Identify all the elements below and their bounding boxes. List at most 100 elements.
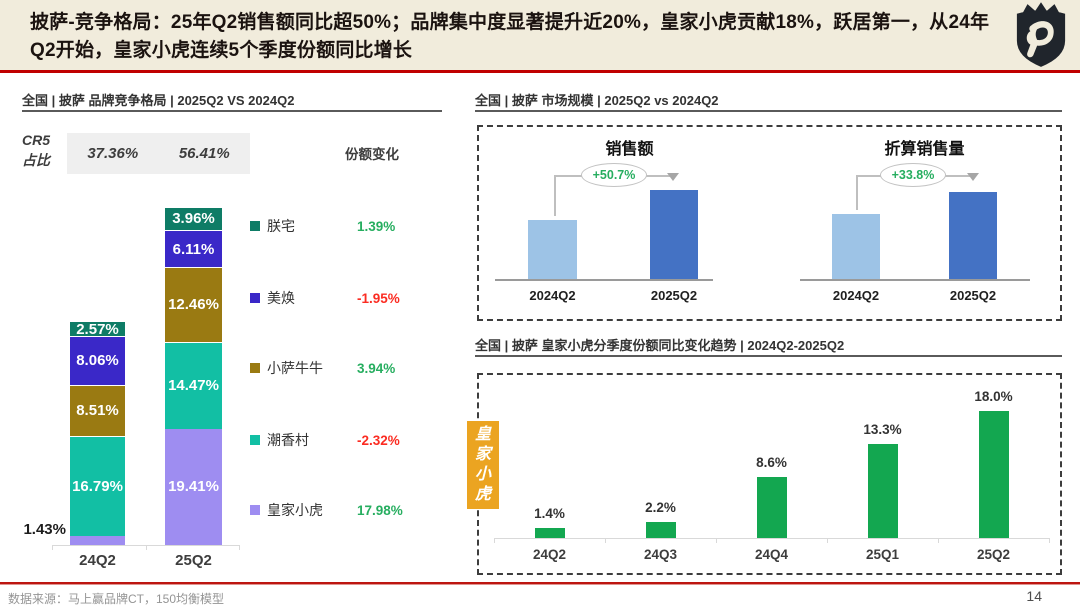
cr5-value-24q2: 37.36%: [87, 145, 139, 162]
side-label-char: 小: [474, 466, 491, 483]
market-size-header: 全国 | 披萨 市场规模 | 2025Q2 vs 2024Q2: [475, 93, 719, 108]
brand-competition-header: 全国 | 披萨 品牌竞争格局 | 2025Q2 VS 2024Q2: [22, 93, 295, 108]
stacked-segment: 14.47%: [165, 341, 222, 429]
mini-bar: [949, 192, 997, 279]
growth-badge: +33.8%: [880, 163, 946, 187]
growth-arrow-icon: [967, 173, 979, 181]
segment-value-label: 14.47%: [168, 377, 219, 395]
crown-shield-icon: [1016, 2, 1066, 67]
trend-bar: [534, 528, 565, 538]
legend-swatch: [250, 505, 260, 515]
growth-arrow-icon: [667, 173, 679, 181]
segment-value-label: 16.79%: [72, 478, 123, 496]
trend-axis-tick: [716, 538, 717, 543]
page-title: 披萨-竞争格局：25年Q2销售额同比超50%；品牌集中度显著提升近20%，皇家小…: [30, 12, 990, 61]
legend-swatch: [250, 363, 260, 373]
mini-chart-title: 折算销售量: [884, 141, 965, 158]
brand-logo: [1014, 2, 1068, 68]
growth-connector-vertical: [554, 175, 556, 216]
legend-item: 小萨牛牛 3.94%: [250, 358, 440, 378]
stacked-axis-label: 25Q2: [175, 552, 212, 569]
legend-swatch: [250, 221, 260, 231]
cr5-label: CR5 占比: [22, 131, 50, 170]
trend-axis-label: 24Q3: [643, 547, 678, 562]
trend-axis-label: 25Q2: [976, 547, 1011, 562]
trend-value-label: 8.6%: [756, 455, 787, 471]
mini-axis-label: 2024Q2: [529, 288, 576, 303]
stacked-axis-tick: [52, 545, 53, 550]
legend-item: 皇家小虎 17.98%: [250, 500, 440, 520]
legend-brand-name: 潮香村: [267, 432, 309, 448]
legend-item: 朕宅 1.39%: [250, 216, 440, 236]
cr5-values-box: 37.36% 56.41%: [67, 133, 250, 174]
trend-header: 全国 | 披萨 皇家小虎分季度份额同比变化趋势 | 2024Q2-2025Q2: [475, 338, 845, 353]
share-change-header: 份额变化: [345, 147, 399, 162]
royal-tiger-side-label: 皇家小虎: [467, 421, 499, 509]
mini-axis-label: 2025Q2: [949, 288, 997, 303]
legend-change-value: 17.98%: [357, 502, 403, 518]
trend-value-label: 13.3%: [863, 422, 902, 438]
brand-competition-rule: [22, 110, 442, 112]
mini-chart-title: 销售额: [605, 141, 654, 158]
stacked-segment: 16.79%: [70, 435, 125, 537]
mini-axis: [800, 279, 1030, 281]
segment-value-label: 6.11%: [172, 240, 215, 258]
trend-axis-tick: [827, 538, 828, 543]
segment-value-label: 8.51%: [76, 402, 119, 420]
stacked-segment: 19.41%: [165, 428, 222, 545]
stacked-axis: [52, 545, 240, 546]
trend-axis: [494, 538, 1049, 539]
legend-brand-name: 朕宅: [267, 218, 295, 234]
stacked-axis-tick: [146, 545, 147, 550]
legend-change-value: -2.32%: [357, 432, 400, 448]
growth-connector-vertical: [856, 175, 858, 210]
stacked-segment: 3.96%: [165, 206, 222, 231]
legend-change-value: 1.39%: [357, 218, 396, 234]
trend-value-label: 2.2%: [645, 500, 676, 516]
trend-bar: [756, 477, 787, 538]
trend-box: 皇家小虎 1.4% 24Q2 2.2% 24Q3 8.6% 24Q4 13.3% 25Q1 18…: [467, 373, 1062, 575]
stacked-segment: 8.06%: [70, 336, 125, 385]
legend-item: 潮香村 -2.32%: [250, 430, 440, 450]
legend-change-value: 3.94%: [357, 360, 396, 376]
stacked-segment: 6.11%: [165, 230, 222, 267]
trend-axis-label: 25Q1: [865, 547, 900, 562]
segment-value-label: 3.96%: [172, 210, 215, 228]
legend-change-value: -1.95%: [357, 290, 400, 306]
page-number: 14: [1026, 588, 1042, 604]
title-banner: 披萨-竞争格局：25年Q2销售额同比超50%；品牌集中度显著提升近20%，皇家小…: [0, 0, 1080, 73]
mini-axis-label: 2025Q2: [650, 288, 698, 303]
mini-axis-label: 2024Q2: [832, 288, 880, 303]
segment-value-label: 2.57%: [76, 320, 119, 338]
cr5-value-25q2: 56.41%: [178, 145, 230, 162]
stacked-axis-tick: [239, 545, 240, 550]
cr5-label-line2: 占比: [22, 151, 50, 168]
legend-brand-name: 美焕: [267, 290, 295, 306]
legend-item: 美焕 -1.95%: [250, 288, 440, 308]
side-label-char: 家: [474, 446, 491, 463]
sales-value-chart: 销售额 +50.7% 2024Q2 2025Q2: [487, 133, 772, 313]
trend-axis-tick: [1049, 538, 1050, 543]
trend-value-label: 18.0%: [974, 389, 1013, 405]
trend-axis-label: 24Q2: [532, 547, 567, 562]
footer-divider: [0, 582, 1080, 585]
legend-swatch: [250, 293, 260, 303]
trend-rule: [475, 355, 1062, 357]
data-source: 数据来源：马上赢品牌CT，150均衡模型: [8, 592, 225, 606]
market-size-rule: [475, 110, 1062, 112]
legend-brand-name: 小萨牛牛: [267, 360, 323, 376]
growth-badge: +50.7%: [581, 163, 647, 187]
side-label-char: 虎: [474, 486, 491, 503]
trend-value-label: 1.4%: [534, 506, 565, 522]
trend-axis-tick: [494, 538, 495, 543]
segment-value-label: 19.41%: [168, 478, 219, 496]
segment-value-label: 8.06%: [76, 352, 119, 370]
market-size-box: 销售额 +50.7% 2024Q2 2025Q2 折算销售量 +33.8% 2024Q2 2…: [477, 125, 1062, 321]
trend-axis-label: 24Q4: [754, 547, 789, 562]
side-label-char: 皇: [474, 426, 491, 443]
stacked-segment: [70, 536, 125, 545]
trend-bar: [645, 522, 676, 538]
trend-bar: [978, 411, 1009, 538]
legend-swatch: [250, 435, 260, 445]
